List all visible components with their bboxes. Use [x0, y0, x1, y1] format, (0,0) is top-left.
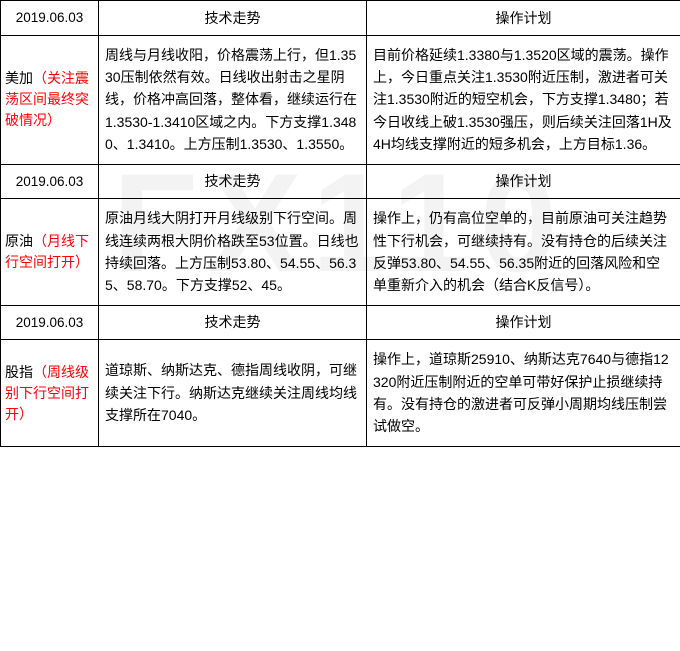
- tech-content: 道琼斯、纳斯达克、德指周线收阴，可继续关注下行。纳斯达克继续关注周线均线支撑所在…: [99, 340, 367, 447]
- instrument-label: 原油（月线下行空间打开）: [1, 199, 99, 306]
- col-header-plan: 操作计划: [367, 164, 680, 199]
- col-header-tech: 技术走势: [99, 164, 367, 199]
- table-row: 原油（月线下行空间打开） 原油月线大阴打开月线级别下行空间。周线连续两根大阴价格…: [1, 199, 680, 306]
- plan-content: 目前价格延续1.3380与1.3520区域的震荡。操作上，今日重点关注1.353…: [367, 35, 680, 164]
- table-header-row: 2019.06.03 技术走势 操作计划: [1, 1, 680, 36]
- instrument-name: 股指: [5, 364, 33, 380]
- date-cell: 2019.06.03: [1, 1, 99, 36]
- col-header-tech: 技术走势: [99, 1, 367, 36]
- instrument-name: 原油: [5, 233, 33, 249]
- tech-content: 周线与月线收阳，价格震荡上行，但1.3530压制依然有效。日线收出射击之星阴线，…: [99, 35, 367, 164]
- analysis-table: 2019.06.03 技术走势 操作计划 美加（关注震荡区间最终突破情况） 周线…: [0, 0, 680, 447]
- table-row: 美加（关注震荡区间最终突破情况） 周线与月线收阳，价格震荡上行，但1.3530压…: [1, 35, 680, 164]
- plan-content: 操作上，道琼斯25910、纳斯达克7640与德指12320附近压制附近的空单可带…: [367, 340, 680, 447]
- table-header-row: 2019.06.03 技术走势 操作计划: [1, 305, 680, 340]
- table-header-row: 2019.06.03 技术走势 操作计划: [1, 164, 680, 199]
- instrument-name: 美加: [5, 70, 33, 86]
- plan-content: 操作上，仍有高位空单的，目前原油可关注趋势性下行机会，可继续持有。没有持仓的后续…: [367, 199, 680, 306]
- col-header-plan: 操作计划: [367, 1, 680, 36]
- date-cell: 2019.06.03: [1, 305, 99, 340]
- tech-content: 原油月线大阴打开月线级别下行空间。周线连续两根大阴价格跌至53位置。日线也持续回…: [99, 199, 367, 306]
- table-row: 股指（周线级别下行空间打开） 道琼斯、纳斯达克、德指周线收阴，可继续关注下行。纳…: [1, 340, 680, 447]
- col-header-tech: 技术走势: [99, 305, 367, 340]
- col-header-plan: 操作计划: [367, 305, 680, 340]
- date-cell: 2019.06.03: [1, 164, 99, 199]
- instrument-label: 美加（关注震荡区间最终突破情况）: [1, 35, 99, 164]
- instrument-label: 股指（周线级别下行空间打开）: [1, 340, 99, 447]
